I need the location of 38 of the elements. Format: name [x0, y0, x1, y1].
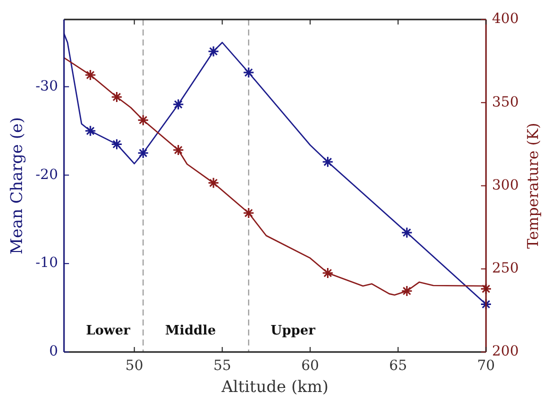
- point: [111, 91, 122, 103]
- y-tick-label: -30: [35, 78, 58, 94]
- x-axis-title: Altitude (km): [220, 377, 329, 396]
- y2-tick-label: 350: [492, 94, 519, 110]
- point: [322, 156, 334, 168]
- y2-tick-label: 200: [492, 344, 519, 360]
- x-tick-label: 70: [477, 358, 495, 374]
- x-tick-label: 50: [125, 358, 144, 374]
- x-tick-label: 55: [213, 358, 232, 374]
- annotation: Lower: [86, 323, 130, 338]
- x-tick-label: 65: [389, 358, 407, 374]
- point: [172, 98, 184, 110]
- annotation: Upper: [270, 323, 316, 338]
- point: [242, 207, 254, 219]
- point: [322, 267, 334, 279]
- point: [242, 66, 254, 78]
- point: [480, 283, 492, 295]
- y-tick-label: 0: [49, 344, 58, 360]
- y2-tick-label: 400: [492, 11, 519, 28]
- point: [84, 125, 96, 137]
- y-tick-label: -20: [35, 166, 58, 183]
- y2-tick-label: 300: [492, 177, 519, 194]
- point: [401, 226, 413, 238]
- x-tick-label: 60: [301, 358, 320, 374]
- point: [111, 138, 122, 150]
- y2-tick-label: 250: [492, 260, 519, 277]
- point: [208, 177, 220, 189]
- point: [137, 114, 149, 126]
- annotation: Middle: [165, 323, 216, 338]
- point: [208, 46, 220, 58]
- point: [84, 69, 96, 81]
- y-tick-label: -10: [35, 255, 58, 272]
- y2-axis-title: Temperature (K): [524, 122, 542, 249]
- y-axis-title: Mean Charge (e): [7, 117, 26, 254]
- point: [480, 298, 492, 310]
- point: [401, 285, 413, 297]
- point: [172, 144, 184, 156]
- point: [137, 147, 149, 159]
